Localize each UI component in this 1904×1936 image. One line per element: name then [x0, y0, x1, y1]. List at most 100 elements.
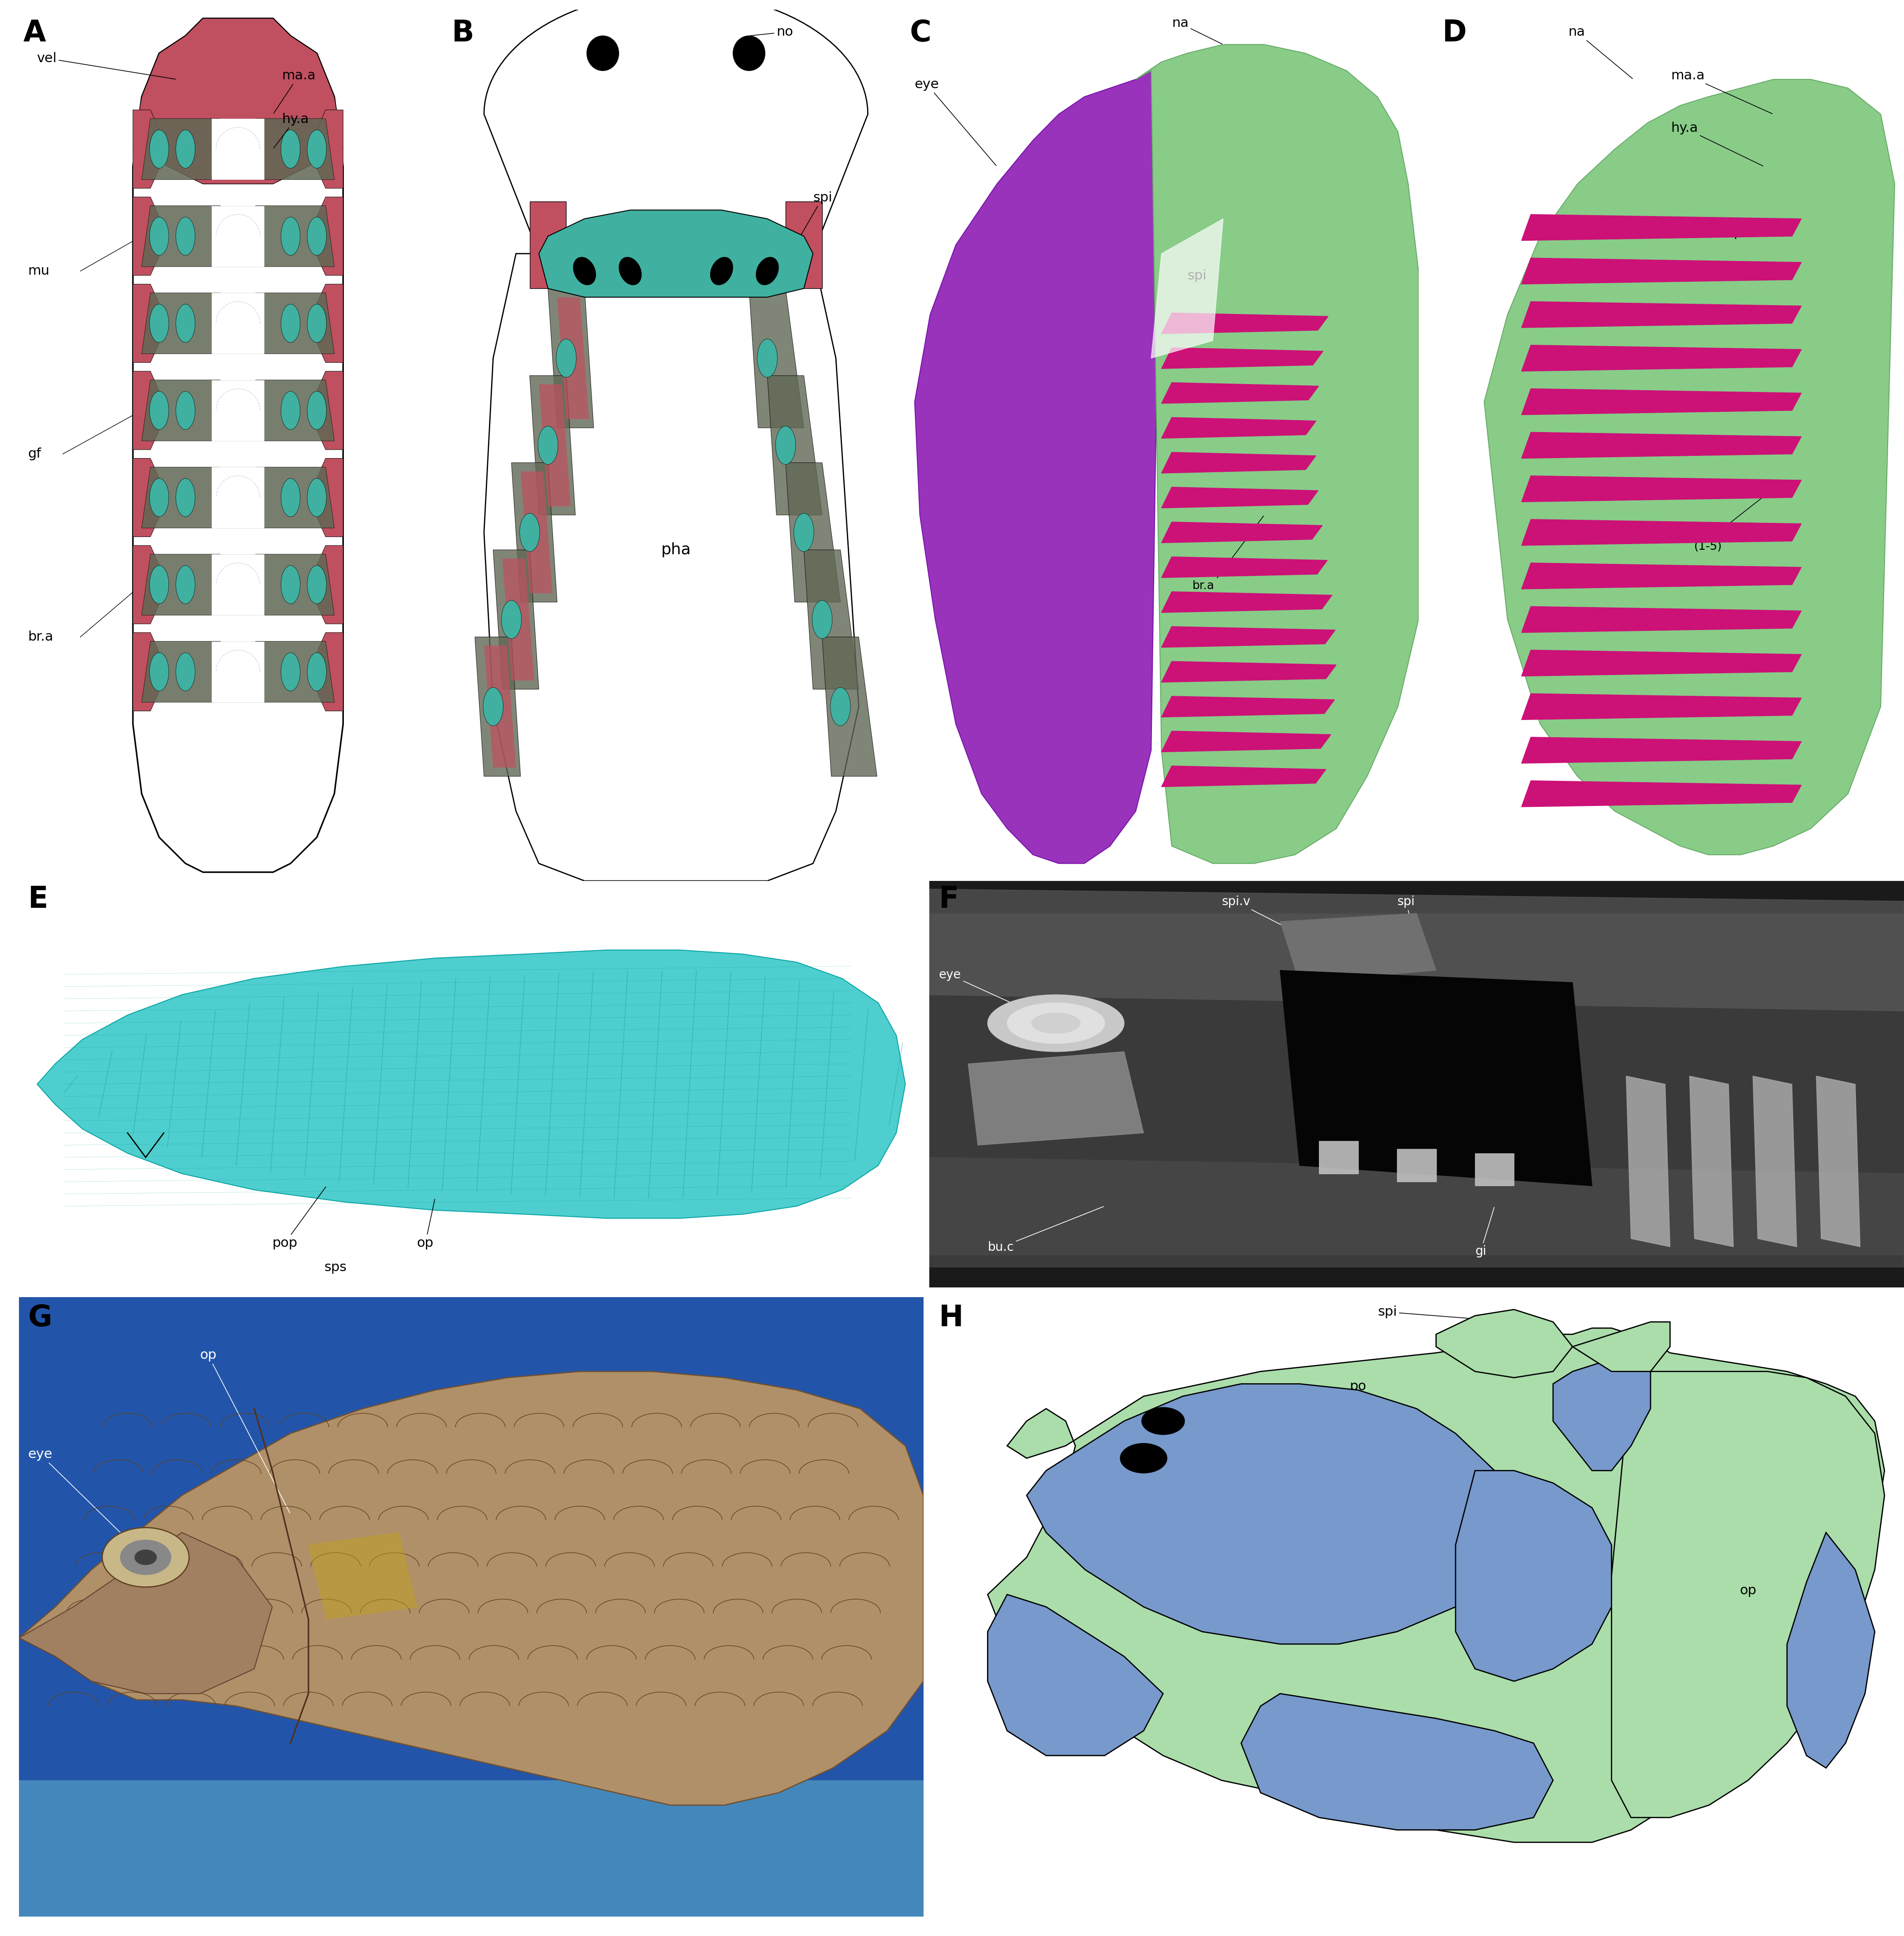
- Polygon shape: [1161, 314, 1329, 333]
- Circle shape: [813, 600, 832, 639]
- Text: op: op: [1740, 1584, 1755, 1597]
- Polygon shape: [1161, 558, 1327, 577]
- Polygon shape: [1455, 1471, 1611, 1680]
- Text: sq: sq: [1506, 1566, 1521, 1578]
- Polygon shape: [211, 292, 265, 354]
- Polygon shape: [1398, 1150, 1436, 1181]
- Polygon shape: [308, 110, 343, 188]
- Polygon shape: [1689, 1076, 1733, 1247]
- Polygon shape: [1521, 257, 1801, 285]
- Ellipse shape: [573, 257, 596, 285]
- Text: F: F: [939, 885, 960, 914]
- Polygon shape: [558, 296, 588, 418]
- Text: br.a
(1-5): br.a (1-5): [1695, 490, 1773, 552]
- Polygon shape: [308, 459, 343, 536]
- Polygon shape: [484, 0, 868, 254]
- Circle shape: [282, 391, 301, 430]
- Circle shape: [135, 1551, 156, 1564]
- Circle shape: [307, 565, 326, 604]
- Polygon shape: [1161, 383, 1319, 403]
- Circle shape: [1007, 1003, 1104, 1044]
- Circle shape: [282, 304, 301, 343]
- Polygon shape: [786, 463, 840, 602]
- Polygon shape: [914, 62, 1161, 863]
- Polygon shape: [529, 201, 565, 288]
- Polygon shape: [767, 376, 823, 515]
- Text: op: op: [200, 1349, 289, 1512]
- Circle shape: [150, 391, 169, 430]
- Polygon shape: [1161, 348, 1323, 368]
- Text: G: G: [29, 1303, 51, 1332]
- Polygon shape: [141, 118, 221, 180]
- Polygon shape: [255, 118, 335, 180]
- Polygon shape: [1521, 389, 1801, 414]
- Polygon shape: [133, 17, 343, 871]
- Circle shape: [150, 652, 169, 691]
- Polygon shape: [141, 467, 221, 529]
- Circle shape: [150, 304, 169, 343]
- Polygon shape: [539, 383, 571, 505]
- Polygon shape: [474, 637, 520, 776]
- Polygon shape: [1161, 767, 1325, 786]
- Text: pq: pq: [1241, 1516, 1259, 1529]
- Text: H: H: [939, 1303, 963, 1332]
- Polygon shape: [1026, 1384, 1514, 1644]
- Polygon shape: [255, 641, 335, 703]
- Polygon shape: [484, 645, 516, 767]
- Text: sps: sps: [324, 1260, 347, 1274]
- Polygon shape: [503, 558, 535, 680]
- Circle shape: [282, 130, 301, 168]
- Ellipse shape: [733, 37, 765, 72]
- Text: spi: spi: [1398, 896, 1417, 941]
- Text: A: A: [23, 17, 46, 48]
- Polygon shape: [211, 205, 265, 267]
- Polygon shape: [520, 470, 552, 592]
- Polygon shape: [308, 633, 343, 711]
- Polygon shape: [19, 1533, 272, 1694]
- Polygon shape: [133, 546, 168, 623]
- Polygon shape: [1135, 45, 1418, 863]
- Polygon shape: [1161, 592, 1333, 612]
- Polygon shape: [1319, 1140, 1358, 1173]
- Polygon shape: [1788, 1533, 1875, 1768]
- Polygon shape: [1521, 476, 1801, 501]
- Circle shape: [175, 304, 194, 343]
- Polygon shape: [133, 17, 343, 184]
- Circle shape: [1120, 1444, 1167, 1473]
- Polygon shape: [1573, 1322, 1670, 1371]
- Circle shape: [307, 652, 326, 691]
- Polygon shape: [1161, 488, 1318, 507]
- Polygon shape: [1521, 738, 1801, 763]
- Polygon shape: [607, 314, 744, 836]
- Polygon shape: [1161, 418, 1316, 438]
- Polygon shape: [255, 467, 335, 529]
- Polygon shape: [929, 914, 1904, 1255]
- Polygon shape: [512, 463, 558, 602]
- Circle shape: [307, 130, 326, 168]
- Polygon shape: [255, 379, 335, 441]
- Circle shape: [150, 478, 169, 517]
- Polygon shape: [308, 1533, 417, 1618]
- Polygon shape: [529, 376, 575, 515]
- Polygon shape: [308, 546, 343, 623]
- Polygon shape: [1521, 606, 1801, 633]
- Polygon shape: [211, 118, 265, 180]
- Circle shape: [175, 478, 194, 517]
- Text: br.a
(1-5): br.a (1-5): [1192, 517, 1264, 604]
- Polygon shape: [211, 554, 265, 616]
- Polygon shape: [211, 379, 265, 441]
- Polygon shape: [1521, 345, 1801, 372]
- Polygon shape: [1279, 970, 1592, 1185]
- Polygon shape: [19, 1297, 923, 1917]
- Circle shape: [1142, 1407, 1184, 1435]
- Polygon shape: [1521, 563, 1801, 589]
- Polygon shape: [967, 1051, 1144, 1144]
- Circle shape: [988, 995, 1123, 1051]
- Polygon shape: [133, 633, 168, 711]
- Polygon shape: [255, 292, 335, 354]
- Polygon shape: [1161, 627, 1335, 647]
- Text: hy.a: hy.a: [274, 112, 308, 147]
- Circle shape: [150, 217, 169, 256]
- Circle shape: [175, 391, 194, 430]
- Polygon shape: [255, 205, 335, 267]
